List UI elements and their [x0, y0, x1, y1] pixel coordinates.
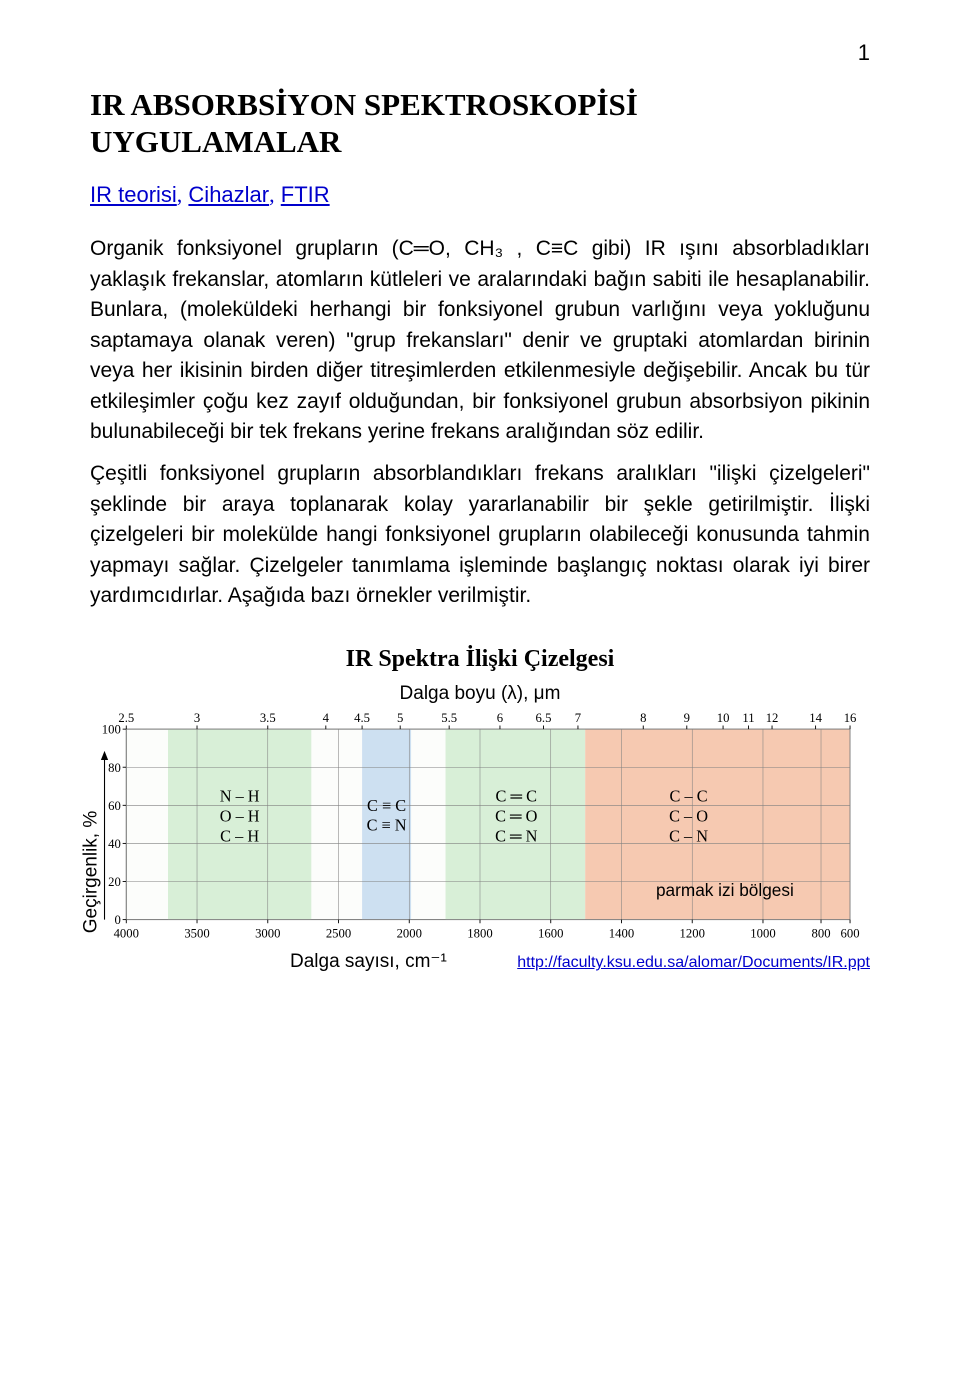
svg-text:12: 12: [766, 711, 779, 725]
svg-text:2000: 2000: [397, 926, 422, 940]
svg-text:14: 14: [809, 711, 822, 725]
svg-text:C ═ N: C ═ N: [495, 826, 538, 845]
svg-text:C ≡ C: C ≡ C: [367, 795, 406, 814]
link-instruments[interactable]: Cihazlar: [188, 182, 269, 207]
svg-text:1200: 1200: [680, 926, 705, 940]
title-line-1: IR ABSORBSİYON SPEKTROSKOPİSİ: [90, 87, 638, 122]
source-link[interactable]: http://faculty.ksu.edu.sa/alomar/Documen…: [517, 954, 870, 972]
svg-text:4: 4: [323, 711, 330, 725]
svg-text:1800: 1800: [467, 926, 492, 940]
svg-text:1600: 1600: [538, 926, 563, 940]
link-ftir[interactable]: FTIR: [281, 182, 330, 207]
link-ir-theory[interactable]: IR teorisi: [90, 182, 177, 207]
title-line-2: UYGULAMALAR: [90, 124, 341, 159]
svg-text:16: 16: [844, 711, 857, 725]
link-separator: ,: [269, 182, 275, 207]
svg-text:O – H: O – H: [220, 806, 260, 825]
svg-text:7: 7: [575, 711, 581, 725]
ir-correlation-chart: Geçirgenlik, % 1008060402004000350030002…: [90, 711, 870, 947]
svg-text:11: 11: [742, 711, 754, 725]
svg-text:C – H: C – H: [220, 826, 259, 845]
svg-text:3500: 3500: [184, 926, 209, 940]
svg-text:9: 9: [684, 711, 690, 725]
chart-title: IR Spektra İlişki Çizelgesi: [90, 646, 870, 673]
chart-top-axis-label: Dalga boyu (λ), μm: [90, 683, 870, 705]
svg-text:N – H: N – H: [220, 786, 260, 805]
svg-text:C ═ C: C ═ C: [496, 786, 537, 805]
svg-text:C ═ O: C ═ O: [495, 806, 538, 825]
page-number: 1: [90, 40, 870, 66]
svg-text:parmak izi bölgesi: parmak izi bölgesi: [656, 880, 794, 900]
svg-text:60: 60: [108, 798, 121, 812]
chart-svg: 1008060402004000350030002500200018001600…: [90, 711, 870, 947]
svg-text:C – N: C – N: [669, 826, 708, 845]
chart-bottom-row: Dalga sayısı, cm⁻¹ http://faculty.ksu.ed…: [90, 950, 870, 973]
link-separator: ,: [177, 182, 183, 207]
svg-text:40: 40: [108, 837, 121, 851]
svg-text:4.5: 4.5: [354, 711, 370, 725]
svg-text:5: 5: [397, 711, 403, 725]
svg-text:2.5: 2.5: [118, 711, 134, 725]
paragraph-2: Çeşitli fonksiyonel grupların absorbland…: [90, 459, 870, 611]
svg-text:3000: 3000: [255, 926, 280, 940]
svg-text:C – C: C – C: [670, 786, 708, 805]
svg-text:10: 10: [717, 711, 730, 725]
svg-text:5.5: 5.5: [441, 711, 457, 725]
svg-text:20: 20: [108, 875, 121, 889]
svg-text:8: 8: [640, 711, 646, 725]
svg-text:C – O: C – O: [669, 806, 708, 825]
svg-text:6.5: 6.5: [536, 711, 552, 725]
svg-text:6: 6: [497, 711, 503, 725]
svg-text:800: 800: [812, 926, 831, 940]
svg-text:1400: 1400: [609, 926, 634, 940]
svg-text:4000: 4000: [114, 926, 139, 940]
svg-text:C ≡ N: C ≡ N: [367, 815, 407, 834]
x-axis-label: Dalga sayısı, cm⁻¹: [290, 950, 447, 973]
svg-text:0: 0: [114, 913, 120, 927]
svg-text:2500: 2500: [326, 926, 351, 940]
main-title: IR ABSORBSİYON SPEKTROSKOPİSİ UYGULAMALA…: [90, 86, 870, 160]
svg-text:1000: 1000: [750, 926, 775, 940]
svg-text:600: 600: [841, 926, 860, 940]
svg-text:3: 3: [194, 711, 200, 725]
subtitle-links: IR teorisi, Cihazlar, FTIR: [90, 182, 870, 208]
svg-text:80: 80: [108, 760, 121, 774]
paragraph-1: Organik fonksiyonel grupların (C═O, CH₃ …: [90, 234, 870, 447]
svg-text:3.5: 3.5: [260, 711, 276, 725]
y-axis-label: Geçirgenlik, %: [80, 810, 102, 933]
